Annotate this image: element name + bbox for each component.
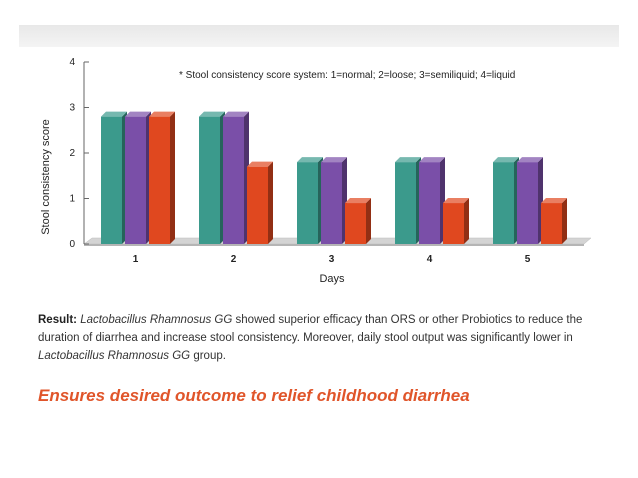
- x-tick-label: 1: [133, 254, 139, 265]
- bar: [125, 116, 146, 244]
- bar-top: [395, 157, 421, 163]
- bar: [541, 203, 562, 244]
- bar: [199, 116, 220, 244]
- bar-top: [297, 157, 323, 163]
- x-axis-line: [84, 244, 584, 246]
- bar: [101, 116, 122, 244]
- bar-side: [170, 111, 175, 244]
- bar-side: [562, 198, 567, 244]
- bar-side: [464, 198, 469, 244]
- bar-top: [493, 157, 519, 163]
- y-tick-label: 3: [69, 103, 75, 114]
- bar: [493, 162, 514, 244]
- chart-note: * Stool consistency score system: 1=norm…: [179, 70, 515, 81]
- bar: [517, 162, 538, 244]
- bar-top: [517, 157, 543, 163]
- y-tick-label: 4: [69, 57, 75, 68]
- bar-top: [345, 198, 371, 204]
- result-text-2: showed superior efficacy than ORS or oth…: [38, 314, 583, 344]
- slide: 0 1 2 3 4 1 2 3 4 5 * Stool consistency score sys…: [19, 25, 619, 427]
- bar-side: [366, 198, 371, 244]
- bar-top: [101, 111, 127, 117]
- bar: [223, 116, 244, 244]
- y-tick-label: 0: [69, 239, 75, 250]
- bar: [247, 166, 268, 244]
- bar-top: [247, 161, 273, 167]
- header-band: [19, 25, 619, 47]
- bar: [419, 162, 440, 244]
- bar-top: [321, 157, 347, 163]
- x-tick-label: 2: [231, 254, 237, 265]
- x-tick-label: 5: [525, 254, 531, 265]
- result-organism-2: Lactobacillus Rhamnosus GG: [38, 350, 191, 362]
- bar: [443, 203, 464, 244]
- bar: [321, 162, 342, 244]
- bar-top: [199, 111, 225, 117]
- chart: 0 1 2 3 4 1 2 3 4 5 * Stool consistency score sys…: [40, 57, 592, 285]
- result-text-3: group.: [190, 350, 226, 362]
- bar-top: [149, 111, 175, 117]
- bar: [345, 203, 366, 244]
- tagline: Ensures desired outcome to relief childh…: [38, 386, 470, 405]
- x-tick-label: 3: [329, 254, 335, 265]
- result-paragraph: Result: Lactobacillus Rhamnosus GG showe…: [38, 311, 608, 365]
- bar: [149, 116, 170, 244]
- bar-top: [443, 198, 469, 204]
- bar-top: [541, 198, 567, 204]
- result-label: Result:: [38, 314, 77, 326]
- bar-top: [125, 111, 151, 117]
- result-organism-1: Lactobacillus Rhamnosus GG: [80, 314, 233, 326]
- bar: [395, 162, 416, 244]
- bar-side: [268, 161, 273, 244]
- y-axis-label: Stool consistency score: [40, 119, 52, 235]
- x-tick-label: 4: [427, 254, 433, 265]
- x-axis-label: Days: [319, 273, 345, 285]
- y-tick-label: 2: [69, 148, 75, 159]
- bar-top: [223, 111, 249, 117]
- bar: [297, 162, 318, 244]
- y-tick-label: 1: [69, 194, 75, 205]
- bar-top: [419, 157, 445, 163]
